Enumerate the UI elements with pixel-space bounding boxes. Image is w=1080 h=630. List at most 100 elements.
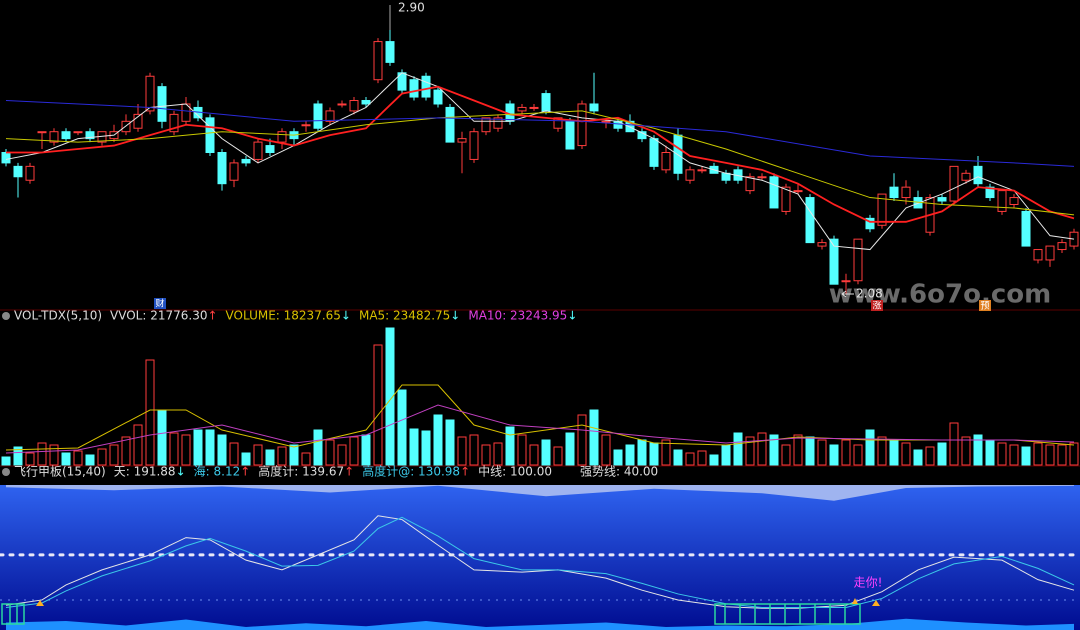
volume-bar: [793, 434, 803, 466]
volume-bar: [901, 442, 911, 466]
legend-arrow: ↑: [344, 465, 354, 479]
candle-body: [205, 117, 215, 154]
candle-body: [841, 280, 851, 283]
candle-body: [829, 238, 839, 285]
candle-body: [973, 165, 983, 185]
volume-bar: [241, 452, 251, 466]
volume-bar: [709, 454, 719, 466]
legend-icon: [2, 312, 10, 320]
legend-entry: MA5: 23482.75: [359, 309, 450, 323]
candle-body: [73, 131, 83, 134]
indicator-line: [5, 516, 1075, 608]
candle-body: [421, 75, 431, 98]
volume-bar: [745, 436, 755, 466]
candle-body: [277, 131, 287, 143]
volume-bar: [913, 449, 923, 466]
volume-bar: [661, 439, 671, 466]
volume-bar: [133, 424, 143, 466]
candle-body: [433, 89, 443, 105]
legend-arrow: ↓: [341, 309, 351, 323]
legend-entry: 海: 8.12: [194, 464, 241, 479]
candle-body: [217, 152, 227, 185]
candle-body: [481, 117, 491, 133]
candle-body: [229, 162, 239, 181]
volume-bar: [889, 439, 899, 466]
volume-bar: [301, 452, 311, 466]
candle-body: [805, 197, 815, 244]
legend-arrow: ↑: [207, 309, 217, 323]
candle-body: [337, 103, 347, 106]
volume-bar: [973, 434, 983, 466]
candle-body: [133, 113, 143, 129]
candle-body: [769, 176, 779, 209]
legend-entry: 强势线: 40.00: [580, 465, 658, 479]
candle-body: [697, 169, 707, 172]
deck: [1, 603, 861, 625]
candle-body: [877, 193, 887, 226]
candle-body: [157, 86, 167, 122]
volume-bar: [445, 419, 455, 466]
volume-bar: [85, 454, 95, 466]
indicator-line: [5, 384, 1075, 451]
candle-body: [313, 103, 323, 129]
candle-body: [145, 75, 155, 112]
volume-bar: [553, 446, 563, 466]
candle-body: [901, 186, 911, 199]
volume-bar: [181, 434, 191, 466]
volume-bar: [865, 429, 875, 466]
candle-body: [1057, 242, 1067, 251]
badge-text: 预: [980, 301, 989, 312]
candle-body: [61, 131, 71, 140]
candle-body: [37, 131, 47, 134]
badge: [154, 298, 166, 309]
candle-body: [793, 190, 803, 193]
candle-body: [493, 117, 503, 129]
volume-bar: [169, 432, 179, 466]
candle-body: [553, 117, 563, 129]
volume-bar: [505, 426, 515, 466]
candle-body: [253, 141, 263, 160]
candle-body: [757, 176, 767, 179]
badge-text: 财: [155, 298, 164, 310]
volume-bar: [13, 446, 23, 466]
indicator-line: [5, 100, 1075, 167]
volume-bar: [577, 414, 587, 466]
candle-body: [601, 120, 611, 123]
volume-bar: [961, 436, 971, 466]
volume-bar: [685, 452, 695, 466]
legend-arrow: ↑: [240, 465, 250, 479]
volume-bar: [697, 450, 707, 466]
volume-bar: [637, 439, 647, 466]
candle-body: [1009, 197, 1019, 205]
volume-bar: [853, 444, 863, 466]
volume-bar: [277, 446, 287, 466]
legend-entry: 飞行甲板(15,40): [14, 465, 106, 479]
volume-bar: [781, 444, 791, 466]
volume-bar: [757, 432, 767, 466]
volume-bar: [229, 442, 239, 466]
volume-bar: [1069, 442, 1079, 466]
volume-bar: [949, 422, 959, 466]
volume-bar: [733, 432, 743, 466]
low-annotation: 2.08: [856, 287, 883, 301]
candle-body: [865, 217, 875, 230]
legend-arrow: ↓: [176, 465, 186, 479]
volume-bar: [289, 444, 299, 466]
volume-bar: [157, 409, 167, 466]
candle-body: [949, 165, 959, 202]
indicator-line: [5, 110, 1075, 216]
volume-bar: [565, 432, 575, 466]
legend-entry: VOLUME: 18237.65: [226, 309, 341, 323]
volume-bar: [421, 430, 431, 466]
candle-body: [937, 197, 947, 202]
candle-body: [649, 138, 659, 167]
volume-bar: [49, 444, 59, 466]
indicator-line: [6, 85, 1075, 223]
candle-body: [445, 106, 455, 143]
badge: [871, 300, 883, 311]
volume-bar: [649, 442, 659, 466]
candle-body: [325, 110, 335, 122]
candle-body: [301, 124, 311, 127]
candle-body: [25, 165, 35, 181]
volume-bar: [433, 414, 443, 466]
